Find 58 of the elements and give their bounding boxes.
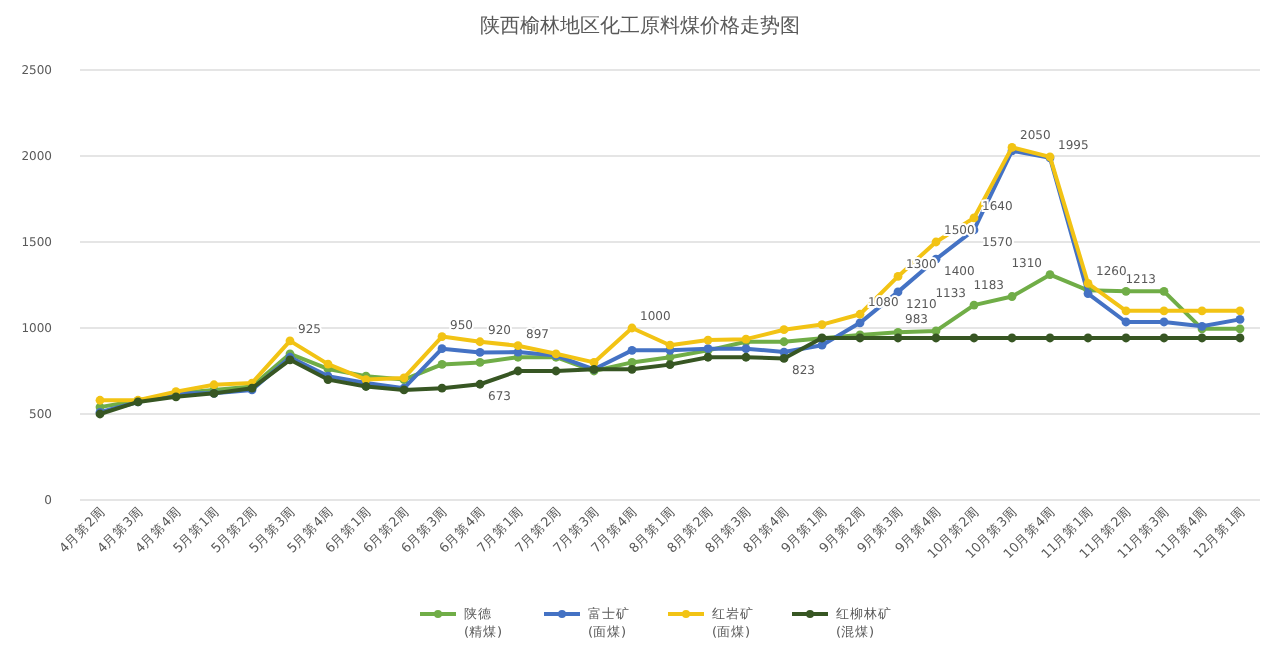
point [475,358,485,367]
point [513,341,523,351]
point [1045,333,1055,343]
point [1235,306,1245,316]
point [1045,270,1055,280]
point [551,366,561,376]
point [1007,333,1017,343]
point [1197,306,1207,316]
point [741,352,751,362]
point [475,348,485,357]
point [437,360,447,369]
point [1121,306,1131,316]
point [817,320,827,329]
point [665,340,675,350]
point [1007,292,1017,301]
point [1083,333,1093,343]
point [95,395,105,405]
point [1235,324,1245,334]
point [475,379,485,389]
point [627,364,637,374]
point [1121,286,1131,296]
point [437,344,447,354]
point [513,366,523,376]
point [1235,315,1245,324]
point [627,323,637,333]
point [1121,333,1131,343]
point [969,333,979,343]
point [855,318,865,328]
point [1197,333,1207,343]
point [855,309,865,319]
point [969,300,979,310]
point [893,333,903,343]
point [1159,333,1169,343]
point [1159,286,1169,296]
point [1159,306,1169,316]
point [209,380,219,390]
point [741,344,751,354]
point [1235,333,1245,343]
point [437,383,447,393]
point [627,345,637,355]
point [1083,278,1093,288]
point [779,354,789,363]
point [779,325,789,335]
point [779,337,789,347]
point [665,360,675,370]
point [1121,317,1131,327]
point [969,213,979,223]
point [703,352,713,362]
point [893,272,903,281]
point [931,333,941,343]
point [1159,317,1169,327]
chart-title: 陕西榆林地区化工原料煤价格走势图 [480,14,800,38]
point [475,337,485,347]
point [703,335,713,345]
point [285,336,295,346]
point [323,359,333,369]
point [437,332,447,341]
point [931,237,941,247]
